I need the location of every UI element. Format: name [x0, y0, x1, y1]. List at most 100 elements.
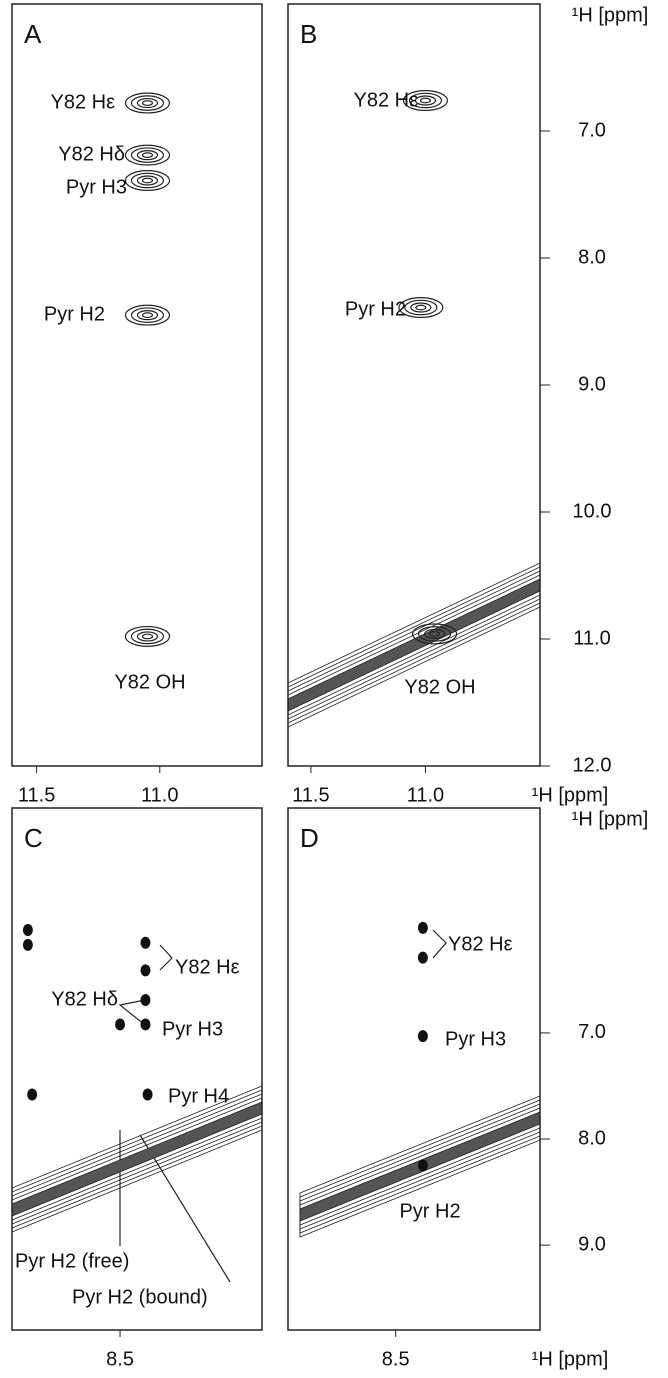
peak-annotation: Pyr H4 — [168, 1085, 229, 1107]
x-tick-label: 11.5 — [18, 784, 55, 806]
contour-ring — [141, 100, 154, 106]
contour-ring — [140, 936, 151, 949]
contour-ring — [417, 1030, 428, 1043]
peak-annotation: Pyr H2 (bound) — [72, 1286, 208, 1308]
peak — [22, 938, 33, 951]
contour-ring — [115, 1018, 126, 1031]
x-tick-label: 11.0 — [141, 784, 178, 806]
contour-ring — [22, 938, 33, 951]
panel-frame — [11, 807, 263, 1331]
x-tick-label: 8.5 — [382, 1348, 410, 1370]
contour-ring — [417, 921, 428, 934]
contour-ring — [130, 172, 165, 189]
peak — [417, 1030, 428, 1043]
contour-ring — [140, 1018, 151, 1031]
contour-ring — [424, 628, 446, 640]
contour-ring — [130, 628, 165, 645]
x-tick-label: 11.0 — [407, 784, 444, 806]
contour-ring — [136, 310, 159, 321]
peak-annotation: Y82 Hε — [50, 91, 115, 113]
peak-annotation: Y82 Hδ — [51, 988, 118, 1010]
peak — [27, 1088, 38, 1101]
panel-label: C — [24, 823, 43, 853]
contour-ring — [124, 92, 171, 114]
contour-ring — [136, 97, 159, 109]
y-tick-label: 9.0 — [578, 1233, 606, 1255]
contour-ring — [124, 304, 171, 326]
peak — [124, 170, 171, 192]
contour-ring — [419, 97, 432, 104]
contour-ring — [136, 631, 159, 642]
y-axis-label: ¹H [ppm] — [572, 808, 649, 830]
contour-ring — [408, 92, 443, 109]
peak — [417, 1159, 428, 1172]
peak-annotation: Y82 Hε — [175, 956, 240, 978]
panel-frame — [287, 807, 541, 1331]
peak — [417, 921, 428, 934]
contour-ring — [417, 951, 428, 964]
peak-annotation: Pyr H3 — [66, 176, 127, 198]
x-axis-label: ¹H [ppm] — [532, 784, 609, 806]
peak — [124, 304, 171, 326]
peak — [140, 1018, 151, 1031]
peak — [124, 92, 171, 114]
peak-annotation: Y82 Hδ — [58, 143, 125, 165]
y-tick-label: 10.0 — [573, 500, 612, 522]
contour-ring — [410, 302, 432, 313]
bracket — [159, 944, 173, 971]
bracket — [432, 929, 447, 959]
peak — [417, 951, 428, 964]
y-tick-label: 12.0 — [573, 754, 612, 776]
panel-label: A — [24, 19, 42, 49]
contour-ring — [130, 147, 165, 163]
y-tick-label: 8.0 — [578, 246, 606, 268]
peak — [398, 297, 444, 319]
peak — [412, 623, 458, 645]
peak — [140, 964, 151, 977]
diagonal-band — [11, 1101, 263, 1217]
contour-ring — [140, 964, 151, 977]
peak — [142, 1088, 153, 1101]
contour-ring — [141, 177, 154, 184]
peak — [124, 625, 171, 647]
contour-ring — [415, 304, 427, 311]
peak-annotation: Pyr H3 — [445, 1028, 506, 1050]
y-axis-label: ¹H [ppm] — [572, 4, 649, 26]
peak — [140, 936, 151, 949]
contour-ring — [130, 95, 165, 111]
peak-annotation: Pyr H2 (free) — [15, 1250, 129, 1272]
panel-frame — [287, 3, 541, 767]
y-tick-label: 9.0 — [578, 373, 606, 395]
contour-ring — [124, 144, 171, 166]
contour-ring — [141, 312, 154, 318]
leader — [139, 1134, 231, 1283]
contour-ring — [136, 175, 159, 186]
peak — [22, 924, 33, 937]
contour-ring — [414, 95, 437, 106]
contour-ring — [140, 994, 151, 1007]
panel-label: B — [300, 19, 317, 49]
peak-annotation: Y82 Hε — [353, 89, 418, 111]
peak — [124, 144, 171, 166]
contour-ring — [141, 152, 154, 158]
peak-annotation: Pyr H2 — [399, 1200, 460, 1222]
contour-ring — [417, 1159, 428, 1172]
y-tick-label: 11.0 — [573, 627, 610, 649]
contour-ring — [22, 924, 33, 937]
contour-ring — [124, 625, 171, 647]
x-tick-label: 8.5 — [106, 1348, 134, 1370]
contour-ring — [142, 1088, 153, 1101]
panel-label: D — [300, 823, 319, 853]
contour-ring — [402, 90, 449, 112]
peak — [115, 1018, 126, 1031]
peak — [140, 994, 151, 1007]
contour-ring — [27, 1088, 38, 1101]
peak-annotation: Pyr H2 — [44, 303, 105, 325]
peak-annotation: Pyr H2 — [345, 298, 406, 320]
contour-ring — [412, 623, 458, 645]
x-axis-label: ¹H [ppm] — [532, 1348, 609, 1370]
contour-ring — [404, 299, 438, 316]
contour-ring — [130, 307, 165, 323]
panel-frame — [11, 3, 263, 767]
